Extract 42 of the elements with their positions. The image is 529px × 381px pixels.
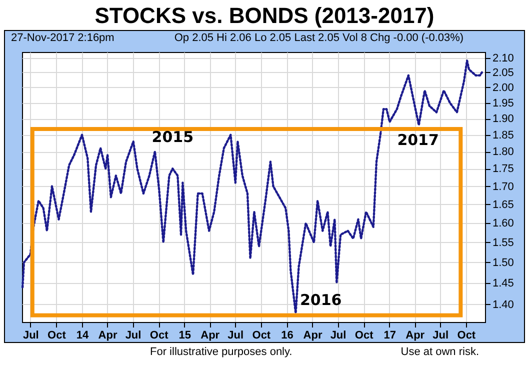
y-tick-label: 1.60 — [492, 218, 514, 230]
x-tick-label: Jul — [22, 330, 39, 342]
x-tick-label: Apr — [200, 330, 220, 342]
y-tick-label: 1.70 — [492, 180, 514, 193]
y-tick-label: 1.55 — [492, 236, 514, 249]
text: Use at own risk. — [400, 346, 479, 358]
text: For illustrative purposes only. — [150, 346, 292, 358]
text: Op 2.05 Hi 2.06 Lo 2.05 Last 2.05 Vol 8 Chg -0.00 (-0.03%) — [174, 32, 464, 46]
annotation: 2017 — [397, 130, 439, 149]
x-tick-label: 16 — [281, 330, 294, 342]
y-tick-label: 1.90 — [492, 113, 514, 126]
y-tick-label: 1.80 — [492, 146, 514, 158]
x-tick-label: 15 — [178, 330, 191, 342]
y-tick-label: 2.05 — [492, 66, 514, 79]
chart-subtitle: 27-Nov-2017 2:16pm — [11, 32, 114, 46]
y-tick-label: 1.45 — [492, 278, 514, 290]
y-tick-label: 1.65 — [492, 198, 514, 211]
x-tick-label: Apr — [406, 330, 426, 342]
y-tick-label: 1.95 — [492, 97, 514, 110]
y-tick-label: 1.40 — [492, 298, 514, 311]
x-tick-label: Oct — [354, 330, 374, 342]
x-tick-label: Jul — [125, 330, 142, 342]
x-tick-label: Oct — [150, 330, 169, 342]
x-tick-label: Oct — [48, 330, 66, 342]
line-series — [21, 60, 484, 314]
x-tick-label: Jul — [228, 330, 244, 342]
x-tick-label: 17 — [384, 330, 396, 342]
y-tick-label: 2.00 — [492, 82, 514, 94]
x-tick-label: Apr — [303, 330, 323, 342]
y-tick-label: 1.85 — [492, 129, 514, 142]
x-tick-label: Jul — [432, 330, 449, 342]
x-tick-label: Jul — [330, 330, 346, 342]
x-tick-label: Oct — [252, 330, 271, 342]
chart-title: STOCKS vs. BONDS (2013-2017) — [94, 2, 436, 30]
y-tick-label: 2.10 — [492, 52, 514, 64]
x-tick-label: Apr — [98, 330, 118, 342]
x-tick-label: 14 — [76, 330, 90, 342]
x-tick-label: Oct — [457, 330, 476, 342]
y-tick-label: 1.75 — [492, 163, 514, 176]
annotation: 2016 — [300, 291, 342, 310]
annotation: 2015 — [152, 128, 194, 146]
y-tick-label: 1.50 — [492, 256, 514, 269]
